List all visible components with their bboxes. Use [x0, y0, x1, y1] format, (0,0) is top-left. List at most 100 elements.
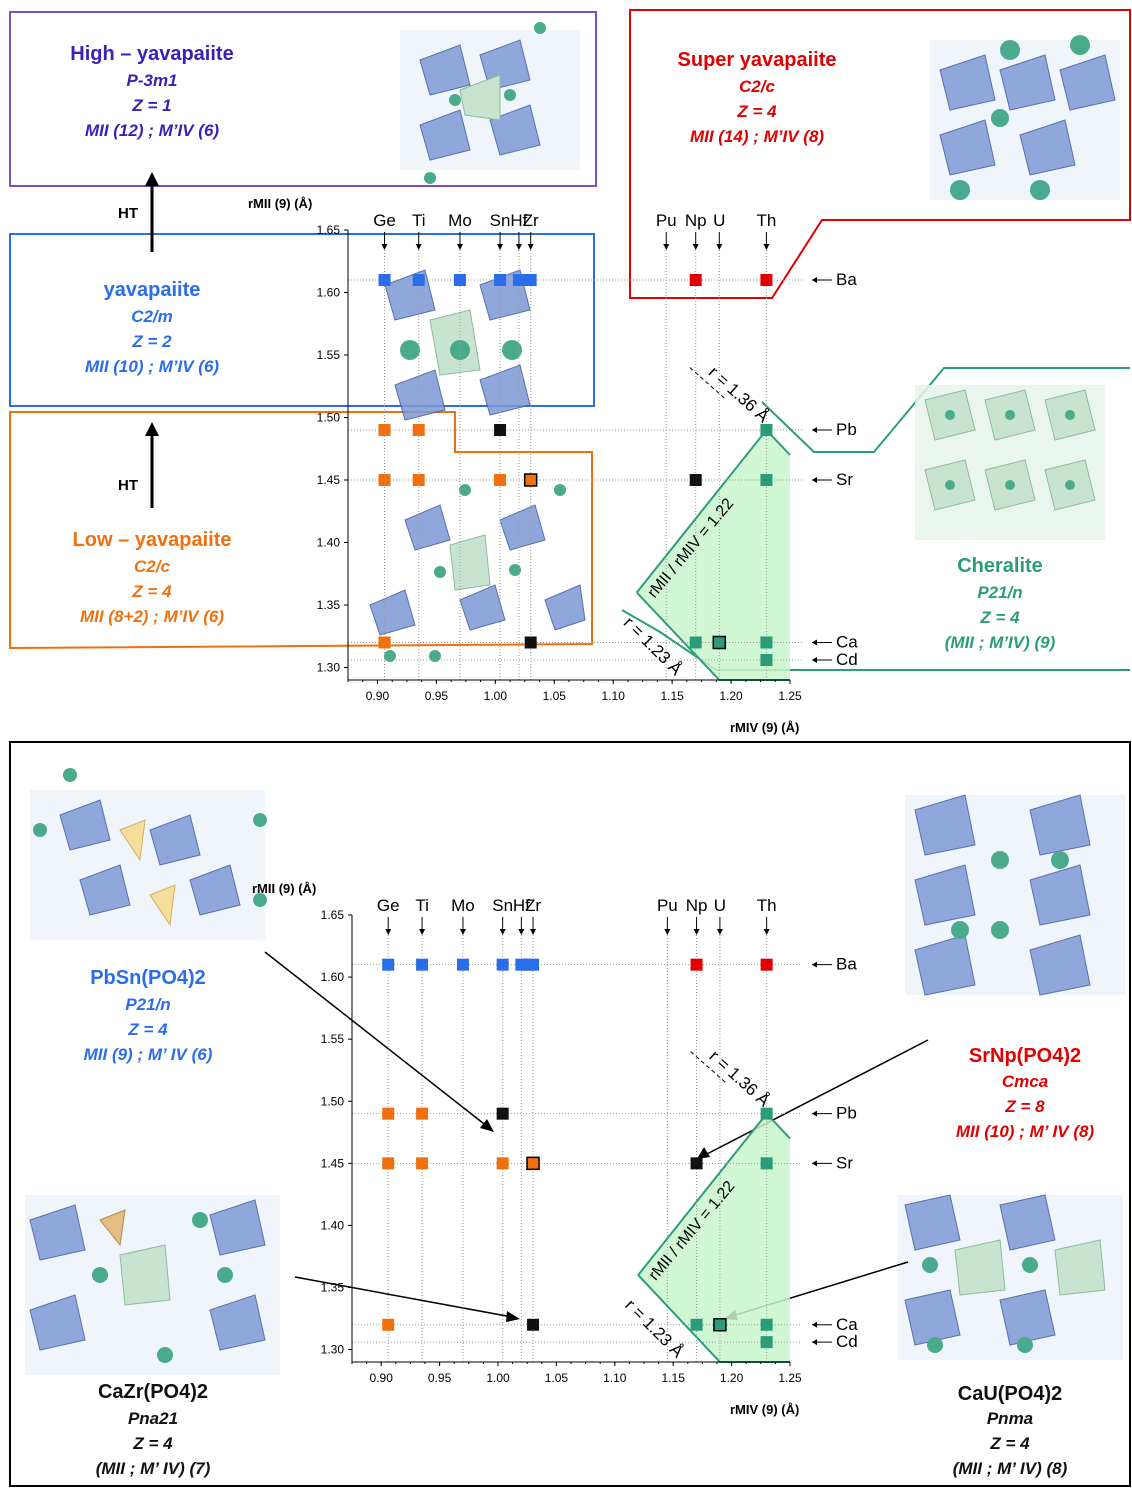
top-chart-point-23	[760, 636, 773, 649]
bottom-chart-top-label-u: U	[714, 896, 726, 915]
bottom-chart-top-label-ti: Ti	[415, 896, 429, 915]
bottom-chart-right-arrowhead	[812, 1321, 817, 1328]
yavapaiite-coord: MII (10) ; M’IV (6)	[85, 357, 219, 376]
bottom-chart-top-label-mo: Mo	[451, 896, 475, 915]
structure-yavapaiite	[384, 269, 531, 421]
bottom-chart-ytick-label: 1.50	[321, 1094, 345, 1108]
high-yavapaiite-text: High – yavapaiite P-3m1 Z = 1 MII (12) ;…	[70, 43, 233, 140]
bottom-chart-top-label-ge: Ge	[377, 896, 400, 915]
chart-bottom: 1.30 1.35 1.40 1.45 1.50 1.55 1.60 1.65 0.90 0.95…	[252, 881, 858, 1417]
cheralite-coord: (MII ; M’IV) (9)	[945, 633, 1056, 652]
super-yavapaiite-title: Super yavapaiite	[678, 49, 837, 71]
top-chart-top-arrowhead	[381, 244, 388, 250]
low-yavapaiite-sg: C2/c	[134, 557, 170, 576]
high-yavapaiite-box	[9, 11, 597, 187]
top-chart-point-1	[412, 274, 425, 286]
top-chart-top-label-sn: Sn	[490, 211, 511, 230]
top-chart-point-9	[378, 424, 391, 436]
cazr-coord: (MII ; M’ IV) (7)	[96, 1459, 211, 1478]
low-yavapaiite-text: Low – yavapaiite C2/c Z = 4 MII (8+2) ; …	[73, 529, 232, 626]
srnp-z: Z = 8	[1004, 1097, 1045, 1116]
srnp-text: SrNp(PO4)2 Cmca Z = 8 MII (10) ; M’ IV (…	[956, 1045, 1095, 1141]
cazr-z: Z = 4	[132, 1434, 173, 1453]
top-chart-point-20	[524, 636, 537, 649]
bottom-chart-top-arrowhead	[518, 929, 525, 935]
top-chart-top-label-mo: Mo	[448, 211, 472, 230]
top-chart-point-17	[689, 474, 702, 486]
top-chart-x-axis-title: rMIV (9) (Å)	[730, 720, 799, 735]
top-chart-xtick-label: 1.05	[543, 689, 567, 703]
bottom-chart-top-arrowhead	[763, 929, 770, 935]
bottom-chart-point-3	[496, 958, 509, 971]
top-chart-point-22	[712, 635, 727, 650]
top-chart-ytick-label: 1.35	[317, 598, 341, 612]
top-chart-right-label-sr: Sr	[836, 470, 853, 489]
cheralite-text: Cheralite P21/n Z = 4 (MII ; M’IV) (9)	[945, 555, 1056, 652]
bottom-chart-point-6	[527, 958, 540, 971]
cheralite-box-bottom	[621, 609, 1130, 671]
ht-label-upper: HT	[118, 205, 138, 222]
top-chart-xtick-label: 1.25	[778, 689, 802, 703]
yavapaiite-box	[9, 233, 595, 407]
top-chart-top-label-pu: Pu	[656, 211, 677, 230]
bottom-chart-point-14	[416, 1157, 429, 1170]
top-chart-ytick-label: 1.45	[317, 473, 341, 487]
top-chart-point-0	[378, 274, 391, 286]
cau-coord: (MII ; M’ IV) (8)	[953, 1459, 1068, 1478]
bottom-chart-top-label-zr: Zr	[525, 896, 541, 915]
structure-pbsn	[30, 768, 267, 940]
top-chart-stability-region	[636, 430, 790, 680]
top-chart-dashed-limit	[689, 367, 726, 400]
top-chart-right-label-pb: Pb	[836, 420, 857, 439]
top-chart-point-6	[524, 274, 537, 286]
top-chart-top-label-hf: Hf	[510, 211, 527, 230]
bottom-chart-right-label-cd: Cd	[836, 1332, 858, 1351]
pbsn-coord: MII (9) ; M’ IV (6)	[84, 1045, 213, 1064]
bottom-chart-point-16	[526, 1156, 540, 1171]
bottom-chart-point-8	[760, 958, 773, 971]
low-yavapaiite-coord: MII (8+2) ; M’IV (6)	[80, 607, 224, 626]
bottom-chart-point-11	[496, 1107, 509, 1120]
bottom-chart-point-7	[690, 958, 703, 971]
structure-low-yavapaiite	[369, 484, 586, 662]
bottom-chart-point-24	[760, 1336, 773, 1349]
bottom-chart-ytick-label: 1.55	[321, 1032, 345, 1046]
bottom-chart-point-9	[382, 1107, 395, 1120]
top-chart-right-label-ca: Ca	[836, 633, 858, 652]
pbsn-formula: PbSn(PO4)2	[90, 967, 206, 989]
cheralite-title: Cheralite	[957, 555, 1043, 577]
bottom-chart-top-label-hf: Hf	[513, 896, 530, 915]
pbsn-sg: P21/n	[125, 995, 170, 1014]
top-chart-point-7	[689, 274, 702, 286]
srnp-coord: MII (10) ; M’ IV (8)	[956, 1122, 1095, 1141]
bottom-chart-stability-region	[638, 1113, 790, 1362]
yavapaiite-z: Z = 2	[131, 332, 172, 351]
top-chart-right-arrowhead	[812, 639, 817, 646]
bottom-chart-top-arrowhead	[419, 929, 426, 935]
cau-text: CaU(PO4)2 Pnma Z = 4 (MII ; M’ IV) (8)	[953, 1383, 1068, 1478]
top-chart-right-arrowhead	[812, 657, 817, 663]
top-chart-ytick-label: 1.50	[317, 411, 341, 425]
bottom-chart-point-10	[416, 1107, 429, 1120]
top-chart-y-axis-title: rMII (9) (Å)	[248, 196, 312, 211]
bottom-chart-ytick-label: 1.30	[321, 1343, 345, 1357]
arrow-srnp	[704, 1039, 929, 1156]
bottom-chart-xtick-label: 1.25	[778, 1371, 802, 1385]
bottom-chart-point-15	[496, 1157, 509, 1170]
structure-high-yavapaiite	[400, 22, 580, 184]
bottom-chart-ytick-label: 1.65	[321, 908, 345, 922]
structure-cheralite	[915, 385, 1105, 540]
bottom-chart-point-21	[690, 1318, 703, 1331]
bottom-chart-point-2	[456, 958, 469, 971]
top-chart-top-arrowhead	[456, 244, 463, 250]
bottom-chart-point-23	[760, 1318, 773, 1331]
low-yavapaiite-box	[9, 411, 593, 650]
top-chart-right-arrowhead	[812, 477, 817, 483]
bottom-chart-xtick-label: 0.95	[428, 1371, 452, 1385]
ht-arrowhead-upper	[145, 172, 159, 186]
top-chart-top-label-zr: Zr	[523, 211, 539, 230]
cau-z: Z = 4	[989, 1434, 1030, 1453]
yavapaiite-title: yavapaiite	[104, 279, 201, 301]
bottom-chart-right-label-sr: Sr	[836, 1153, 853, 1172]
srnp-sg: Cmca	[1002, 1072, 1048, 1091]
